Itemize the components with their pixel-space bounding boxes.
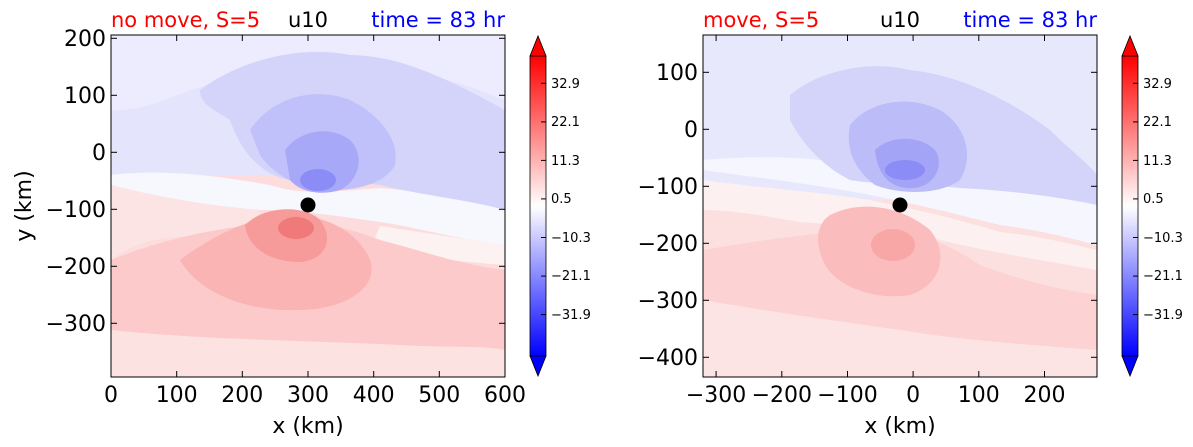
title-right: time = 83 hr: [963, 8, 1097, 32]
x-tick-label: 100: [958, 383, 1000, 408]
x-ticks: 0 100 200 300 400 500 600: [104, 35, 526, 408]
x-ticks: −300 −200 −100 0 100 200: [686, 35, 1066, 408]
colorbar-tick-label: 0.5: [551, 192, 572, 207]
y-tick-label: 100: [64, 84, 106, 109]
title-center: u10: [288, 8, 328, 32]
x-tick-label: 600: [484, 383, 526, 408]
y-ticks: 100 0 −100 −200 −300 −400: [638, 61, 1097, 371]
heatmap-field: [703, 35, 1097, 377]
x-tick-label: 0: [104, 383, 118, 408]
x-tick-label: 300: [287, 383, 329, 408]
y-tick-label: −100: [638, 175, 698, 200]
y-tick-label: 0: [684, 118, 698, 143]
colorbar-tick-label: 32.9: [551, 77, 580, 92]
colorbar-tick-label: 0.5: [1143, 192, 1164, 207]
y-tick-label: 200: [64, 27, 106, 52]
y-tick-label: −200: [46, 255, 106, 280]
colorbar-tick-label: 22.1: [1143, 115, 1172, 130]
panel-right: move, S=5 u10 time = 83 hr −300: [638, 8, 1183, 439]
y-tick-label: 0: [92, 141, 106, 166]
storm-center-marker: [892, 197, 908, 213]
colorbar: 32.9 22.1 11.3 0.5 −10.3 −21.1 −31.9: [1121, 34, 1183, 378]
y-ticks: 200 100 0 −100 −200 −300: [46, 27, 505, 337]
colorbar-tick-label: −10.3: [1143, 231, 1183, 246]
y-tick-label: −300: [638, 289, 698, 314]
y-tick-label: −200: [638, 232, 698, 257]
storm-center-marker: [300, 197, 316, 213]
colorbar-extend-min: [1121, 355, 1139, 378]
colorbar-tick-label: 11.3: [1143, 154, 1172, 169]
x-tick-label: 0: [906, 383, 920, 408]
x-tick-label: −100: [817, 383, 877, 408]
y-tick-label: 100: [656, 61, 698, 86]
x-tick-label: 400: [353, 383, 395, 408]
heatmap-field: [111, 35, 505, 377]
colorbar-tick-label: −31.9: [1143, 308, 1183, 323]
x-tick-label: −200: [752, 383, 812, 408]
y-axis-label: y (km): [12, 170, 37, 241]
colorbar-tick-label: −10.3: [551, 231, 591, 246]
x-axis-label: x (km): [272, 414, 343, 439]
panel-left: no move, S=5 u10 time = 83 hr: [12, 8, 591, 439]
colorbar-tick-label: −21.1: [551, 269, 591, 284]
y-tick-label: −300: [46, 312, 106, 337]
colorbar-tick-label: 32.9: [1143, 77, 1172, 92]
x-tick-label: 200: [221, 383, 263, 408]
x-tick-label: −300: [686, 383, 746, 408]
colorbar-tick-label: −21.1: [1143, 269, 1183, 284]
colorbar: 32.9 22.1 11.3 0.5 −10.3 −21.1 −31.9: [529, 34, 591, 378]
colorbar-tick-label: 11.3: [551, 154, 580, 169]
colorbar-extend-max: [1121, 34, 1139, 57]
x-tick-label: 500: [418, 383, 460, 408]
colorbar-tick-label: 22.1: [551, 115, 580, 130]
plot-frame: [702, 34, 1098, 378]
title-right: time = 83 hr: [371, 8, 505, 32]
x-tick-label: 200: [1024, 383, 1066, 408]
x-axis-label: x (km): [864, 414, 935, 439]
title-left: no move, S=5: [111, 8, 260, 32]
title-left: move, S=5: [703, 8, 819, 32]
title-center: u10: [880, 8, 920, 32]
y-tick-label: −100: [46, 198, 106, 223]
colorbar-extend-min: [529, 355, 547, 378]
x-tick-label: 100: [156, 383, 198, 408]
colorbar-tick-label: −31.9: [551, 308, 591, 323]
y-tick-label: −400: [638, 346, 698, 371]
colorbar-extend-max: [529, 34, 547, 57]
